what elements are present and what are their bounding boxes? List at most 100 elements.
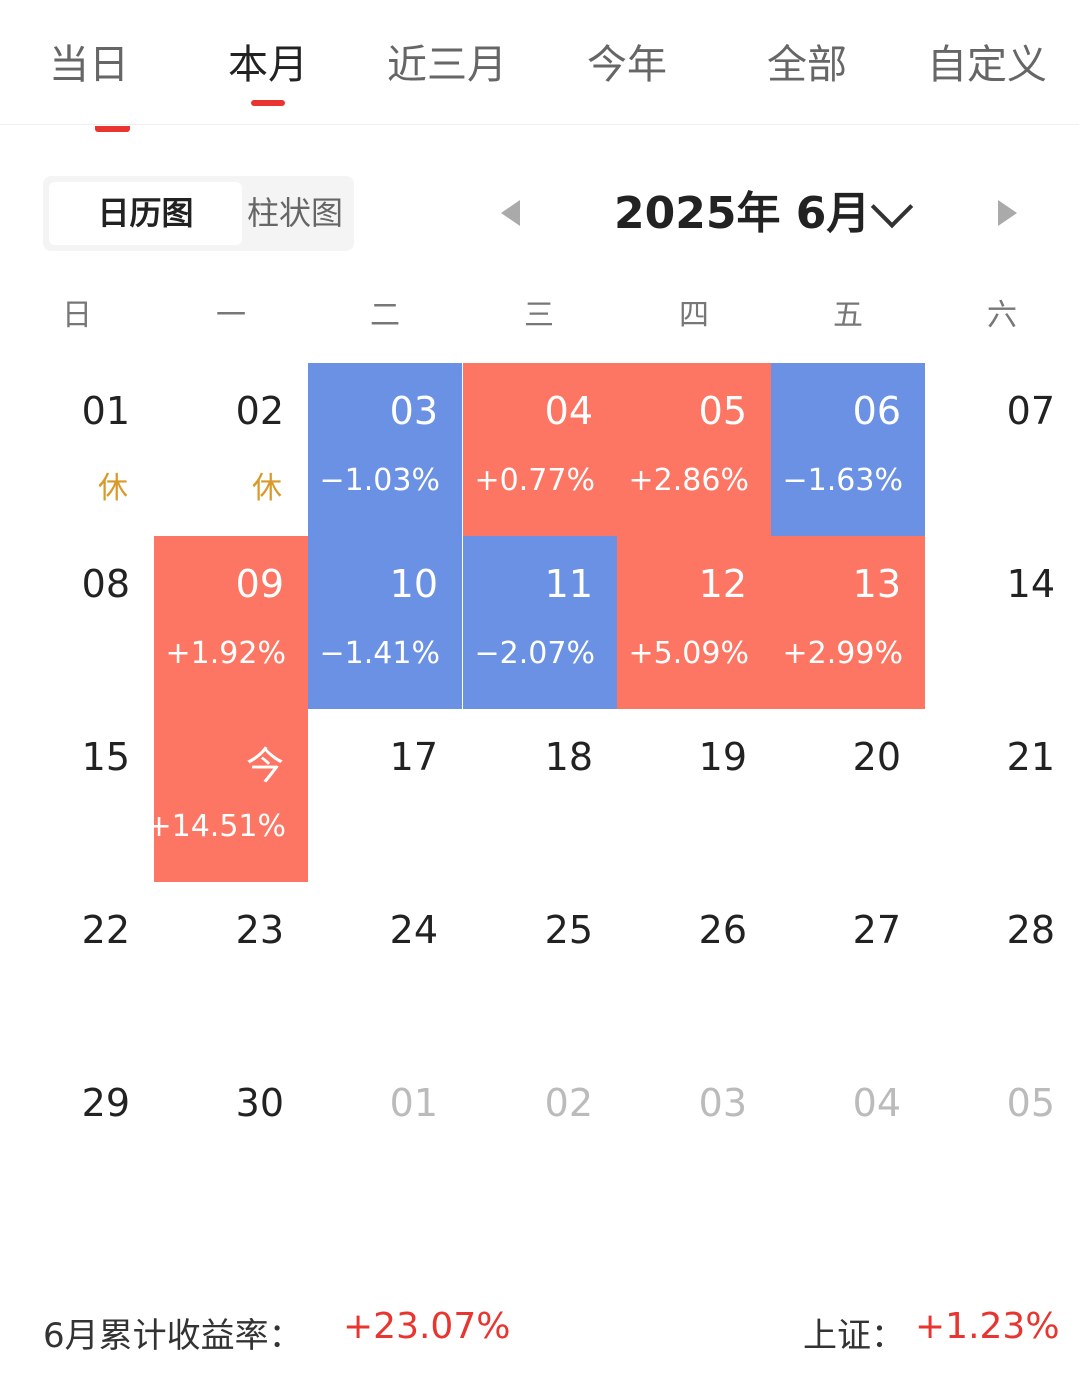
tab-this-month[interactable]: 本月 <box>228 32 308 88</box>
index-label: 上证： <box>803 1316 905 1356</box>
calendar-day-cell[interactable]: 09 +1.92% <box>154 536 308 709</box>
indicator-mark <box>95 126 130 132</box>
day-number: 20 <box>852 735 901 779</box>
calendar-day-cell[interactable]: 12 +5.09% <box>617 536 771 709</box>
calendar-day-cell[interactable]: 02 <box>463 1055 617 1228</box>
calendar-day-cell[interactable]: 03 −1.03% <box>308 363 462 536</box>
day-number: 21 <box>1006 735 1055 779</box>
day-number: 18 <box>544 735 593 779</box>
holiday-badge: 休 <box>98 471 128 506</box>
view-toggle: 日历图 柱状图 <box>43 176 354 251</box>
chevron-down-icon[interactable] <box>870 185 914 229</box>
daily-return: −1.41% <box>319 636 440 671</box>
day-number: 13 <box>852 562 901 606</box>
weekday-label: 三 <box>524 298 554 333</box>
tab-this-year[interactable]: 今年 <box>587 42 667 88</box>
day-number: 06 <box>852 389 901 433</box>
calendar-day-cell[interactable]: 25 <box>463 882 617 1055</box>
tab-all[interactable]: 全部 <box>767 42 847 88</box>
holiday-badge: 休 <box>252 471 282 506</box>
calendar-day-cell[interactable]: 24 <box>308 882 462 1055</box>
month-title[interactable]: 2025年 6月 <box>614 188 871 239</box>
calendar-view-button[interactable]: 日历图 <box>49 182 242 245</box>
day-number: 04 <box>852 1081 901 1125</box>
daily-return: +0.77% <box>474 463 595 498</box>
calendar-day-cell[interactable]: 23 <box>154 882 308 1055</box>
calendar-day-cell[interactable]: 01 <box>308 1055 462 1228</box>
day-number: 14 <box>1006 562 1055 606</box>
weekday-label: 六 <box>987 298 1017 333</box>
day-number: 01 <box>81 389 130 433</box>
calendar-day-cell[interactable]: 28 <box>925 882 1079 1055</box>
cumulative-return-value: +23.07% <box>343 1306 511 1347</box>
day-number: 07 <box>1006 389 1055 433</box>
day-number: 29 <box>81 1081 130 1125</box>
day-number: 19 <box>698 735 747 779</box>
daily-return: −2.07% <box>474 636 595 671</box>
day-number: 05 <box>698 389 747 433</box>
day-number: 11 <box>544 562 593 606</box>
weekday-header: 日 一 二 三 四 五 六 <box>0 290 1079 336</box>
day-number: 01 <box>389 1081 438 1125</box>
calendar-day-cell[interactable]: 27 <box>771 882 925 1055</box>
calendar-day-cell[interactable]: 29 <box>0 1055 154 1228</box>
day-number: 28 <box>1006 908 1055 952</box>
calendar-day-cell[interactable]: 13 +2.99% <box>771 536 925 709</box>
calendar-day-cell[interactable]: 01 休 <box>0 363 154 536</box>
day-number: 03 <box>698 1081 747 1125</box>
calendar-day-cell[interactable]: 08 <box>0 536 154 709</box>
day-number: 15 <box>81 735 130 779</box>
calendar-day-cell[interactable]: 15 <box>0 709 154 882</box>
calendar-day-cell[interactable]: 06 −1.63% <box>771 363 925 536</box>
daily-return: +5.09% <box>628 636 749 671</box>
calendar-day-cell[interactable]: 02 休 <box>154 363 308 536</box>
daily-return: +1.92% <box>165 636 286 671</box>
calendar-day-cell[interactable]: 21 <box>925 709 1079 882</box>
day-number: 23 <box>235 908 284 952</box>
calendar-day-cell[interactable]: 11 −2.07% <box>463 536 617 709</box>
calendar-day-cell[interactable]: 今 +14.51% <box>146 709 308 882</box>
calendar-day-cell[interactable]: 05 +2.86% <box>617 363 771 536</box>
calendar-day-cell[interactable]: 26 <box>617 882 771 1055</box>
calendar-day-cell[interactable]: 03 <box>617 1055 771 1228</box>
day-number: 12 <box>698 562 747 606</box>
day-number: 05 <box>1006 1081 1055 1125</box>
day-number: 26 <box>698 908 747 952</box>
day-number: 27 <box>852 908 901 952</box>
day-number: 09 <box>235 562 284 606</box>
day-number: 30 <box>235 1081 284 1125</box>
daily-return: +14.51% <box>146 809 286 844</box>
weekday-label: 日 <box>62 298 92 333</box>
daily-return: −1.63% <box>782 463 903 498</box>
tab-custom[interactable]: 自定义 <box>927 42 1047 88</box>
triangle-right-icon[interactable] <box>998 200 1017 226</box>
tab-last-three-months[interactable]: 近三月 <box>387 42 507 88</box>
day-number: 04 <box>544 389 593 433</box>
daily-return: −1.03% <box>319 463 440 498</box>
daily-return: +2.99% <box>782 636 903 671</box>
day-number: 03 <box>389 389 438 433</box>
calendar-day-cell[interactable]: 18 <box>463 709 617 882</box>
calendar-day-cell[interactable]: 14 <box>925 536 1079 709</box>
triangle-left-icon[interactable] <box>501 200 520 226</box>
calendar-day-cell[interactable]: 22 <box>0 882 154 1055</box>
calendar-day-cell[interactable]: 04 +0.77% <box>463 363 617 536</box>
calendar-day-cell[interactable]: 07 <box>925 363 1079 536</box>
day-number: 24 <box>389 908 438 952</box>
bar-chart-view-button[interactable]: 柱状图 <box>246 194 343 232</box>
period-tab-bar: 当日 本月 近三月 今年 全部 自定义 <box>0 0 1079 125</box>
daily-return: +2.86% <box>628 463 749 498</box>
day-number: 08 <box>81 562 130 606</box>
calendar-day-cell[interactable]: 05 <box>925 1055 1079 1228</box>
calendar-day-cell[interactable]: 19 <box>617 709 771 882</box>
calendar-day-cell[interactable]: 04 <box>771 1055 925 1228</box>
weekday-label: 四 <box>679 298 709 333</box>
cumulative-return-label: 6月累计收益率： <box>43 1316 303 1356</box>
tab-today[interactable]: 当日 <box>49 42 129 88</box>
calendar-day-cell[interactable]: 10 −1.41% <box>308 536 462 709</box>
calendar-day-cell[interactable]: 20 <box>771 709 925 882</box>
calendar-day-cell[interactable]: 17 <box>308 709 462 882</box>
index-value: +1.23% <box>915 1306 1060 1347</box>
weekday-label: 二 <box>370 298 400 333</box>
calendar-day-cell[interactable]: 30 <box>154 1055 308 1228</box>
